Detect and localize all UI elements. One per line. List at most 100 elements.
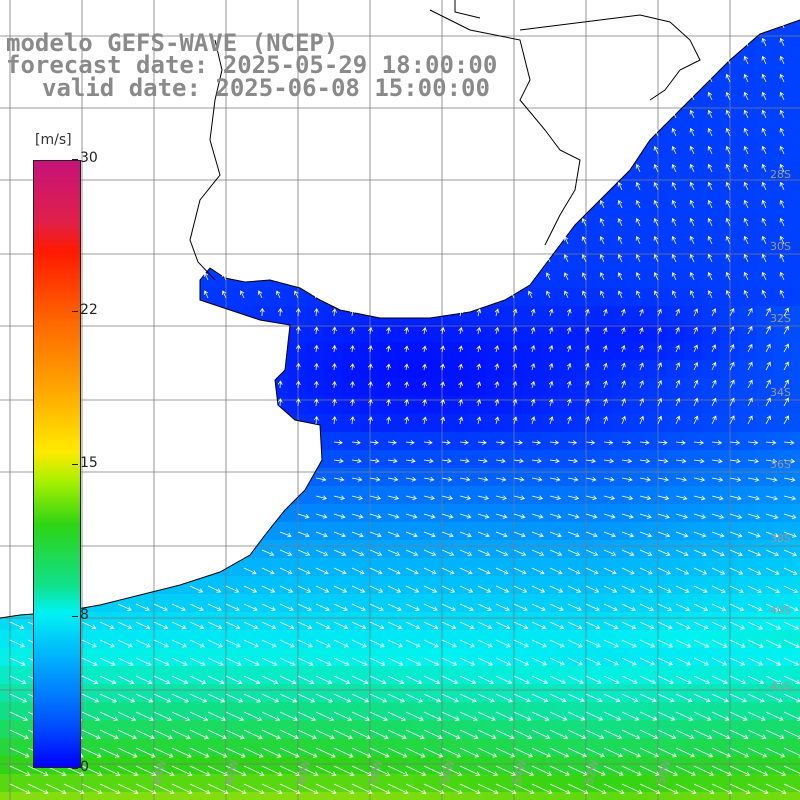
- wind-arrow: [549, 549, 563, 556]
- speed-cell: [720, 504, 739, 523]
- speed-cell: [684, 432, 703, 451]
- speed-cell: [684, 756, 703, 775]
- speed-cell: [486, 486, 505, 505]
- speed-cell: [522, 756, 541, 775]
- wind-arrow: [549, 531, 562, 538]
- speed-cell: [450, 468, 469, 487]
- speed-cell: [540, 576, 559, 595]
- speed-cell: [396, 360, 415, 379]
- wind-arrow: [422, 363, 427, 371]
- speed-cell: [666, 360, 685, 379]
- speed-cell: [396, 396, 415, 415]
- speed-cell: [432, 324, 451, 343]
- wind-arrow: [530, 416, 536, 425]
- wind-arrow: [531, 495, 544, 501]
- wind-arrow: [567, 458, 578, 464]
- speed-cell: [594, 648, 613, 667]
- speed-cell: [792, 684, 800, 703]
- wind-arrow: [639, 531, 653, 538]
- speed-cell: [792, 414, 800, 433]
- wind-arrow: [261, 675, 279, 685]
- speed-cell: [342, 756, 361, 775]
- speed-cell: [378, 684, 397, 703]
- speed-cell: [594, 774, 613, 793]
- wind-arrow: [693, 415, 699, 425]
- wind-arrow: [279, 639, 296, 648]
- wind-arrow: [743, 91, 749, 101]
- wind-arrow: [711, 657, 728, 666]
- speed-cell: [252, 558, 271, 577]
- speed-cell: [558, 594, 577, 613]
- wind-arrow: [599, 217, 605, 227]
- wind-arrow: [313, 326, 319, 335]
- wind-arrow: [675, 783, 697, 795]
- wind-arrow: [225, 783, 247, 795]
- wind-arrow: [693, 361, 699, 371]
- speed-cell: [774, 342, 793, 361]
- speed-cell: [558, 324, 577, 343]
- wind-arrow: [549, 495, 562, 501]
- wind-arrow: [333, 495, 346, 501]
- speed-cell: [306, 324, 325, 343]
- wind-arrow: [295, 344, 301, 353]
- speed-cell: [234, 738, 253, 757]
- wind-arrow: [117, 765, 139, 776]
- wind-arrow: [312, 290, 317, 299]
- wind-arrow: [603, 380, 608, 389]
- speed-cell: [378, 738, 397, 757]
- wind-arrow: [711, 379, 717, 389]
- speed-cell: [270, 540, 289, 559]
- wind-arrow: [725, 91, 731, 101]
- wind-arrow: [585, 531, 598, 538]
- speed-cell: [792, 36, 800, 55]
- wind-arrow: [747, 675, 765, 684]
- speed-cell: [144, 738, 163, 757]
- speed-cell: [342, 324, 361, 343]
- speed-cell: [738, 594, 757, 613]
- wind-arrow: [494, 381, 500, 389]
- speed-cell: [504, 612, 523, 631]
- wind-arrow: [639, 477, 651, 482]
- speed-cell: [108, 702, 127, 721]
- wind-arrow: [581, 235, 587, 245]
- wind-arrow: [603, 585, 618, 593]
- wind-arrow: [783, 325, 789, 335]
- speed-cell: [414, 630, 433, 649]
- speed-cell: [432, 738, 451, 757]
- wind-arrow: [297, 621, 313, 630]
- wind-arrow: [639, 397, 644, 407]
- speed-cell: [666, 738, 685, 757]
- speed-cell: [666, 306, 685, 325]
- wind-arrow: [693, 711, 712, 721]
- speed-cell: [576, 774, 595, 793]
- wind-arrow: [639, 639, 656, 648]
- wind-arrow: [707, 109, 713, 119]
- wind-arrow: [189, 747, 210, 758]
- wind-arrow: [261, 621, 277, 630]
- wind-arrow: [459, 476, 471, 482]
- speed-cell: [414, 612, 433, 631]
- wind-arrow: [531, 729, 551, 740]
- wind-arrow: [639, 567, 653, 575]
- speed-cell: [162, 756, 181, 775]
- speed-cell: [522, 468, 541, 487]
- wind-arrow: [405, 458, 416, 464]
- wind-arrow: [693, 344, 698, 353]
- wind-arrow: [171, 711, 191, 721]
- wind-arrow: [711, 531, 725, 538]
- wind-arrow: [671, 145, 677, 155]
- wind-arrow: [657, 440, 668, 445]
- speed-cell: [90, 720, 109, 739]
- speed-cell: [558, 468, 577, 487]
- speed-cell: [288, 324, 307, 343]
- speed-cell: [774, 324, 793, 343]
- wind-arrow: [171, 765, 193, 776]
- speed-cell: [540, 738, 559, 757]
- speed-cell: [198, 720, 217, 739]
- wind-arrow: [761, 253, 767, 263]
- speed-cell: [324, 594, 343, 613]
- wind-arrow: [693, 747, 714, 758]
- speed-cell: [702, 324, 721, 343]
- wind-arrow: [404, 381, 409, 389]
- speed-cell: [774, 522, 793, 541]
